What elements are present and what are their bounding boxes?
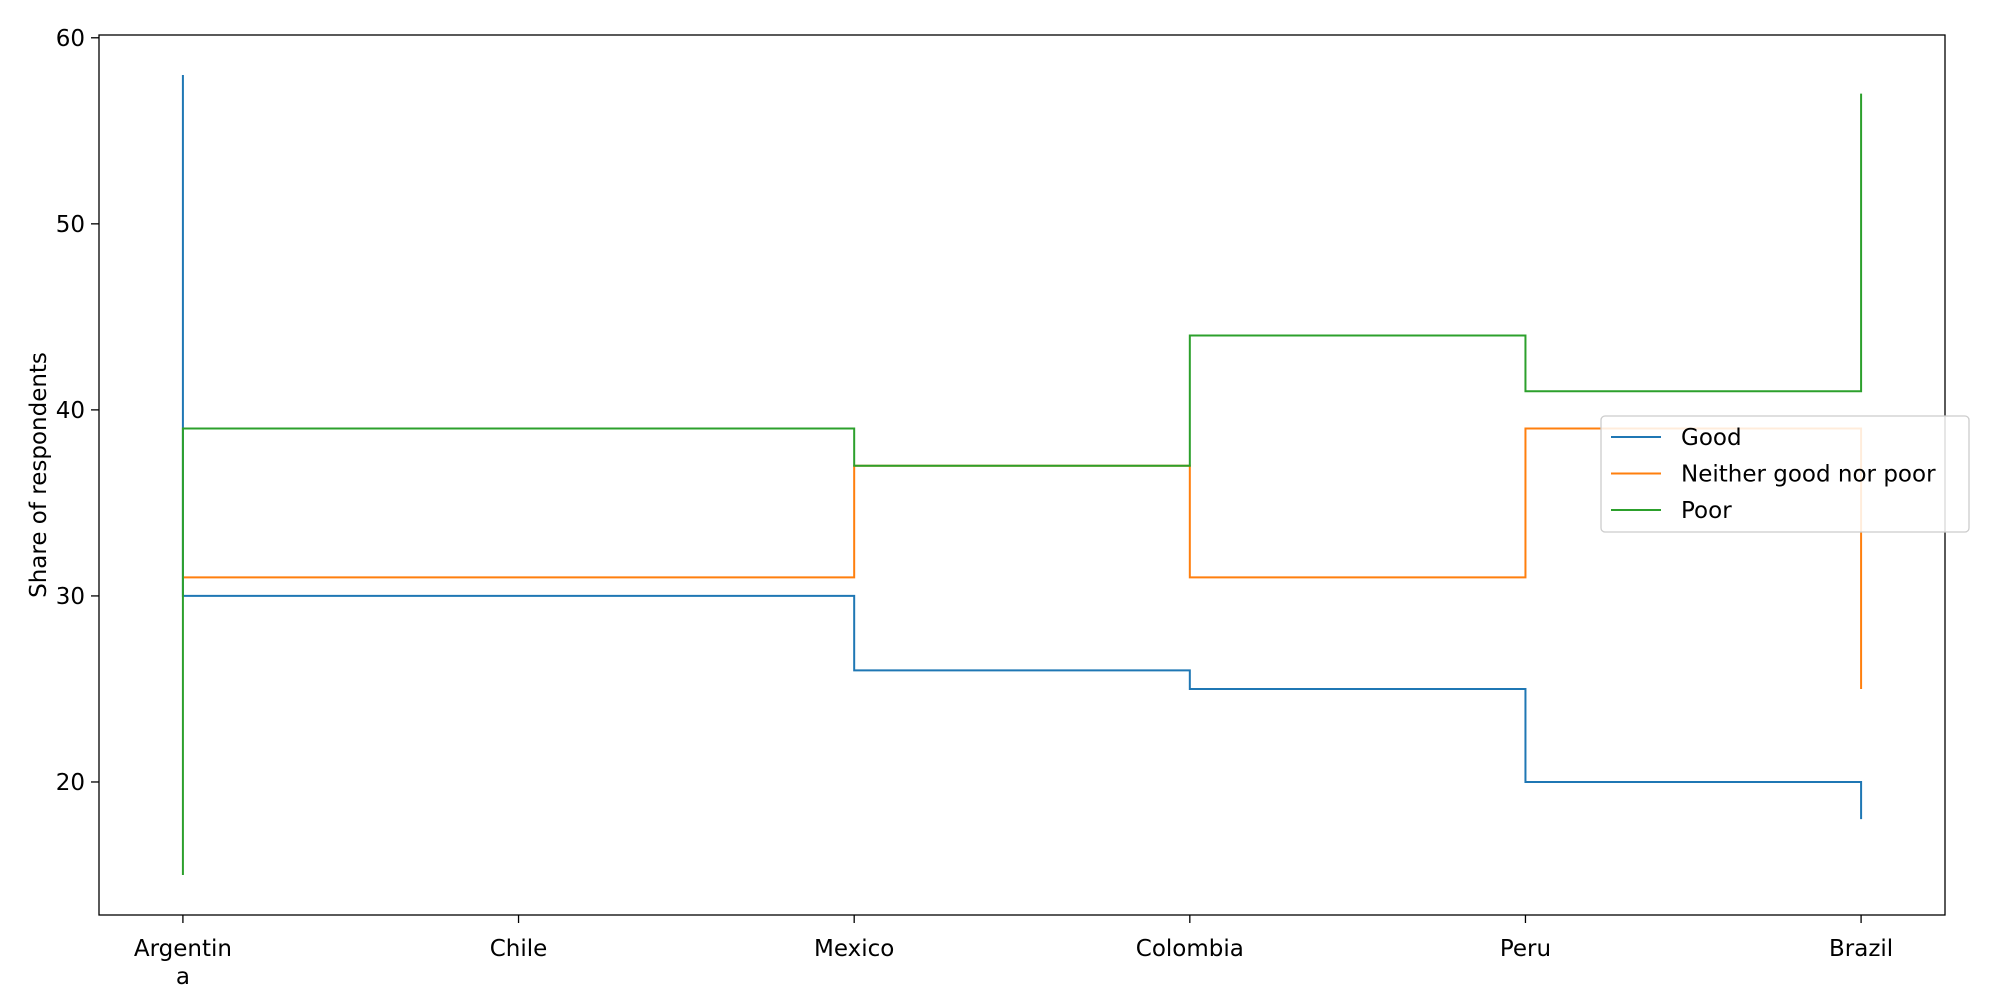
y-tick-label: 50 [56, 212, 85, 238]
x-tick-label: Colombia [1136, 936, 1244, 962]
y-axis: 20 30 40 50 60 [56, 26, 99, 796]
y-tick-label: 60 [56, 26, 85, 52]
y-tick-label: 40 [56, 398, 85, 424]
x-tick-label: Brazil [1829, 936, 1893, 962]
legend-label-good: Good [1681, 425, 1742, 451]
series-line-poor [181, 93, 1863, 875]
x-axis: Argentin a Chile Mexico Colombia Peru Brazil [134, 915, 1893, 990]
legend: Good Neither good nor poor Poor [1600, 415, 1970, 533]
legend-label-neither-good-nor-poor: Neither good nor poor [1681, 462, 1936, 488]
x-tick-label: Peru [1500, 936, 1551, 962]
x-tick-label: Mexico [814, 936, 894, 962]
y-tick-label: 30 [56, 584, 85, 610]
y-tick-label: 20 [56, 770, 85, 796]
y-axis-title: Share of respondents [26, 352, 52, 598]
legend-box [1600, 415, 1970, 533]
series-line-good [181, 75, 1863, 820]
legend-label-poor: Poor [1681, 498, 1732, 524]
x-tick-label: Argentin a [134, 936, 232, 990]
x-tick-label: Chile [490, 936, 548, 962]
